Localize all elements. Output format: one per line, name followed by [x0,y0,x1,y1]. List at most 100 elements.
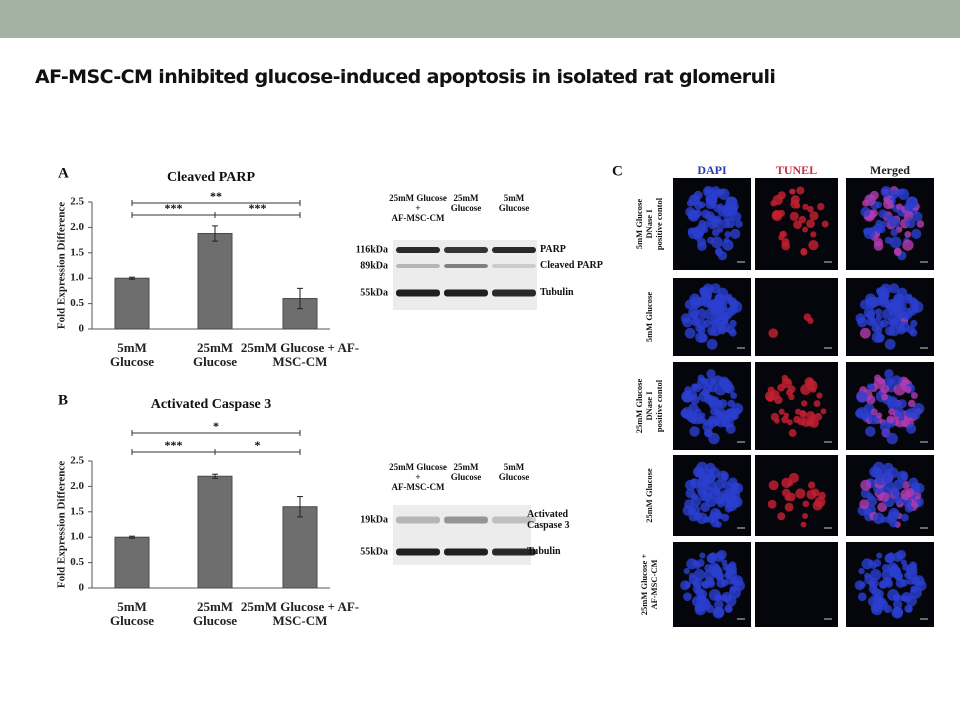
nucleus [680,409,690,418]
band-protein: Tubulin [527,546,561,557]
x-tick-label: 25mM Glucose + AF-MSC-CM [240,340,360,369]
nucleus [872,602,883,612]
tunel-signal [813,400,821,408]
nucleus [685,206,696,217]
nucleus [731,402,744,415]
nucleus [710,565,723,578]
tunel-signal [794,408,802,415]
blot-band [444,247,488,253]
nucleus [906,595,917,607]
nucleus [694,408,702,416]
nucleus [869,466,881,478]
nucleus [692,466,705,478]
panel-label: C [612,163,623,179]
nucleus [704,291,713,300]
blot-background [393,505,531,565]
blot-band [444,289,488,297]
column-label: TUNEL [776,163,817,177]
tunel-signal [778,408,785,415]
nucleus [890,228,899,237]
nucleus [705,462,716,473]
nucleus [696,512,708,525]
nucleus [690,310,700,320]
blot-band [444,264,488,268]
chart-title: Activated Caspase 3 [151,397,272,412]
nucleus [910,585,918,593]
tunel-signal [771,210,783,222]
nucleus [892,551,904,563]
nucleus [884,553,896,564]
y-tick-label: 0 [79,323,85,335]
tunel-signal [784,495,791,501]
nucleus [897,188,905,196]
blot-lane-label: Glucose [499,203,530,213]
nucleus [882,291,890,300]
nucleus [870,569,882,581]
blot-lane-label: 5mM [504,193,525,203]
blot-lane-label: 25mM Glucose [389,193,447,203]
nucleus [705,198,716,210]
y-axis-label: Fold Expression Difference [56,461,68,588]
nucleus [698,308,706,316]
nucleus [876,552,883,559]
nucleus [699,412,706,419]
band-protein: PARP [540,244,566,255]
nucleus [902,595,909,602]
row-label: 5mM Glucose [644,292,654,343]
x-tick-label: 5mM Glucose [109,340,155,369]
nucleus [697,377,709,389]
nucleus [704,429,712,437]
nucleus [706,579,716,588]
nucleus [680,580,690,591]
band-protein: Activated Caspase 3 [527,509,570,531]
nucleus [860,206,871,217]
tunel-signal [814,412,823,421]
y-tick-label: 2.0 [70,480,84,492]
tunel-signal [818,491,826,500]
nucleus [871,323,880,333]
nucleus [912,402,925,415]
tunel-signal [796,186,805,195]
nucleus [897,399,907,409]
bar [197,475,233,589]
nucleus [855,409,864,418]
nucleus [725,423,736,434]
tunel-signal [788,472,799,483]
y-tick-label: 1.0 [70,531,84,543]
column-label: Merged [870,163,910,177]
nucleus [874,589,884,599]
nucleus [724,408,735,418]
nucleus [910,392,918,399]
blot-lane-label: + [415,203,420,213]
blot-band [396,289,440,297]
tunel-signal [800,247,808,255]
tunel-signal [789,188,795,195]
blot-band [396,247,440,253]
nucleus [725,488,735,497]
nucleus [725,605,733,613]
nucleus [680,313,691,324]
band-size: 89kDa [360,260,388,271]
error-bar [212,473,218,479]
nucleus [700,494,707,502]
band-size: 116kDa [356,244,388,255]
nucleus [902,563,910,571]
nucleus [708,589,721,601]
y-tick-label: 0.5 [70,297,84,309]
tunel-signal [812,500,823,511]
nucleus [887,398,899,411]
nucleus [706,553,718,564]
nucleus [722,239,734,251]
nucleus [710,408,717,416]
nucleus [888,408,896,416]
blot-band [492,289,536,297]
nucleus [730,301,743,313]
nucleus [702,186,715,198]
tunel-signal [802,203,809,210]
nucleus [699,552,706,559]
tunel-signal [808,240,819,251]
tunel-signal [810,231,817,238]
blot-band [396,264,440,268]
nucleus [865,426,876,437]
nucleus [711,236,723,249]
